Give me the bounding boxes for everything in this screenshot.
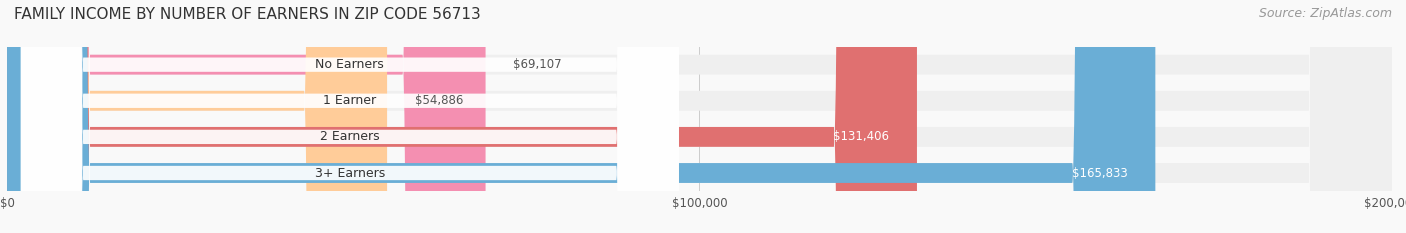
Text: FAMILY INCOME BY NUMBER OF EARNERS IN ZIP CODE 56713: FAMILY INCOME BY NUMBER OF EARNERS IN ZI… [14, 7, 481, 22]
FancyBboxPatch shape [7, 0, 1392, 233]
Text: 2 Earners: 2 Earners [321, 130, 380, 143]
FancyBboxPatch shape [7, 0, 1392, 233]
FancyBboxPatch shape [21, 0, 679, 233]
FancyBboxPatch shape [21, 0, 679, 233]
FancyBboxPatch shape [21, 0, 679, 233]
Text: Source: ZipAtlas.com: Source: ZipAtlas.com [1258, 7, 1392, 20]
Text: No Earners: No Earners [315, 58, 384, 71]
Text: $69,107: $69,107 [513, 58, 562, 71]
Text: 1 Earner: 1 Earner [323, 94, 377, 107]
FancyBboxPatch shape [7, 0, 1156, 233]
FancyBboxPatch shape [7, 0, 485, 233]
Text: $131,406: $131,406 [834, 130, 889, 143]
Text: $54,886: $54,886 [415, 94, 463, 107]
Text: $165,833: $165,833 [1071, 167, 1128, 179]
FancyBboxPatch shape [7, 0, 1392, 233]
FancyBboxPatch shape [21, 0, 679, 233]
Text: 3+ Earners: 3+ Earners [315, 167, 385, 179]
FancyBboxPatch shape [7, 0, 917, 233]
FancyBboxPatch shape [7, 0, 387, 233]
FancyBboxPatch shape [7, 0, 1392, 233]
